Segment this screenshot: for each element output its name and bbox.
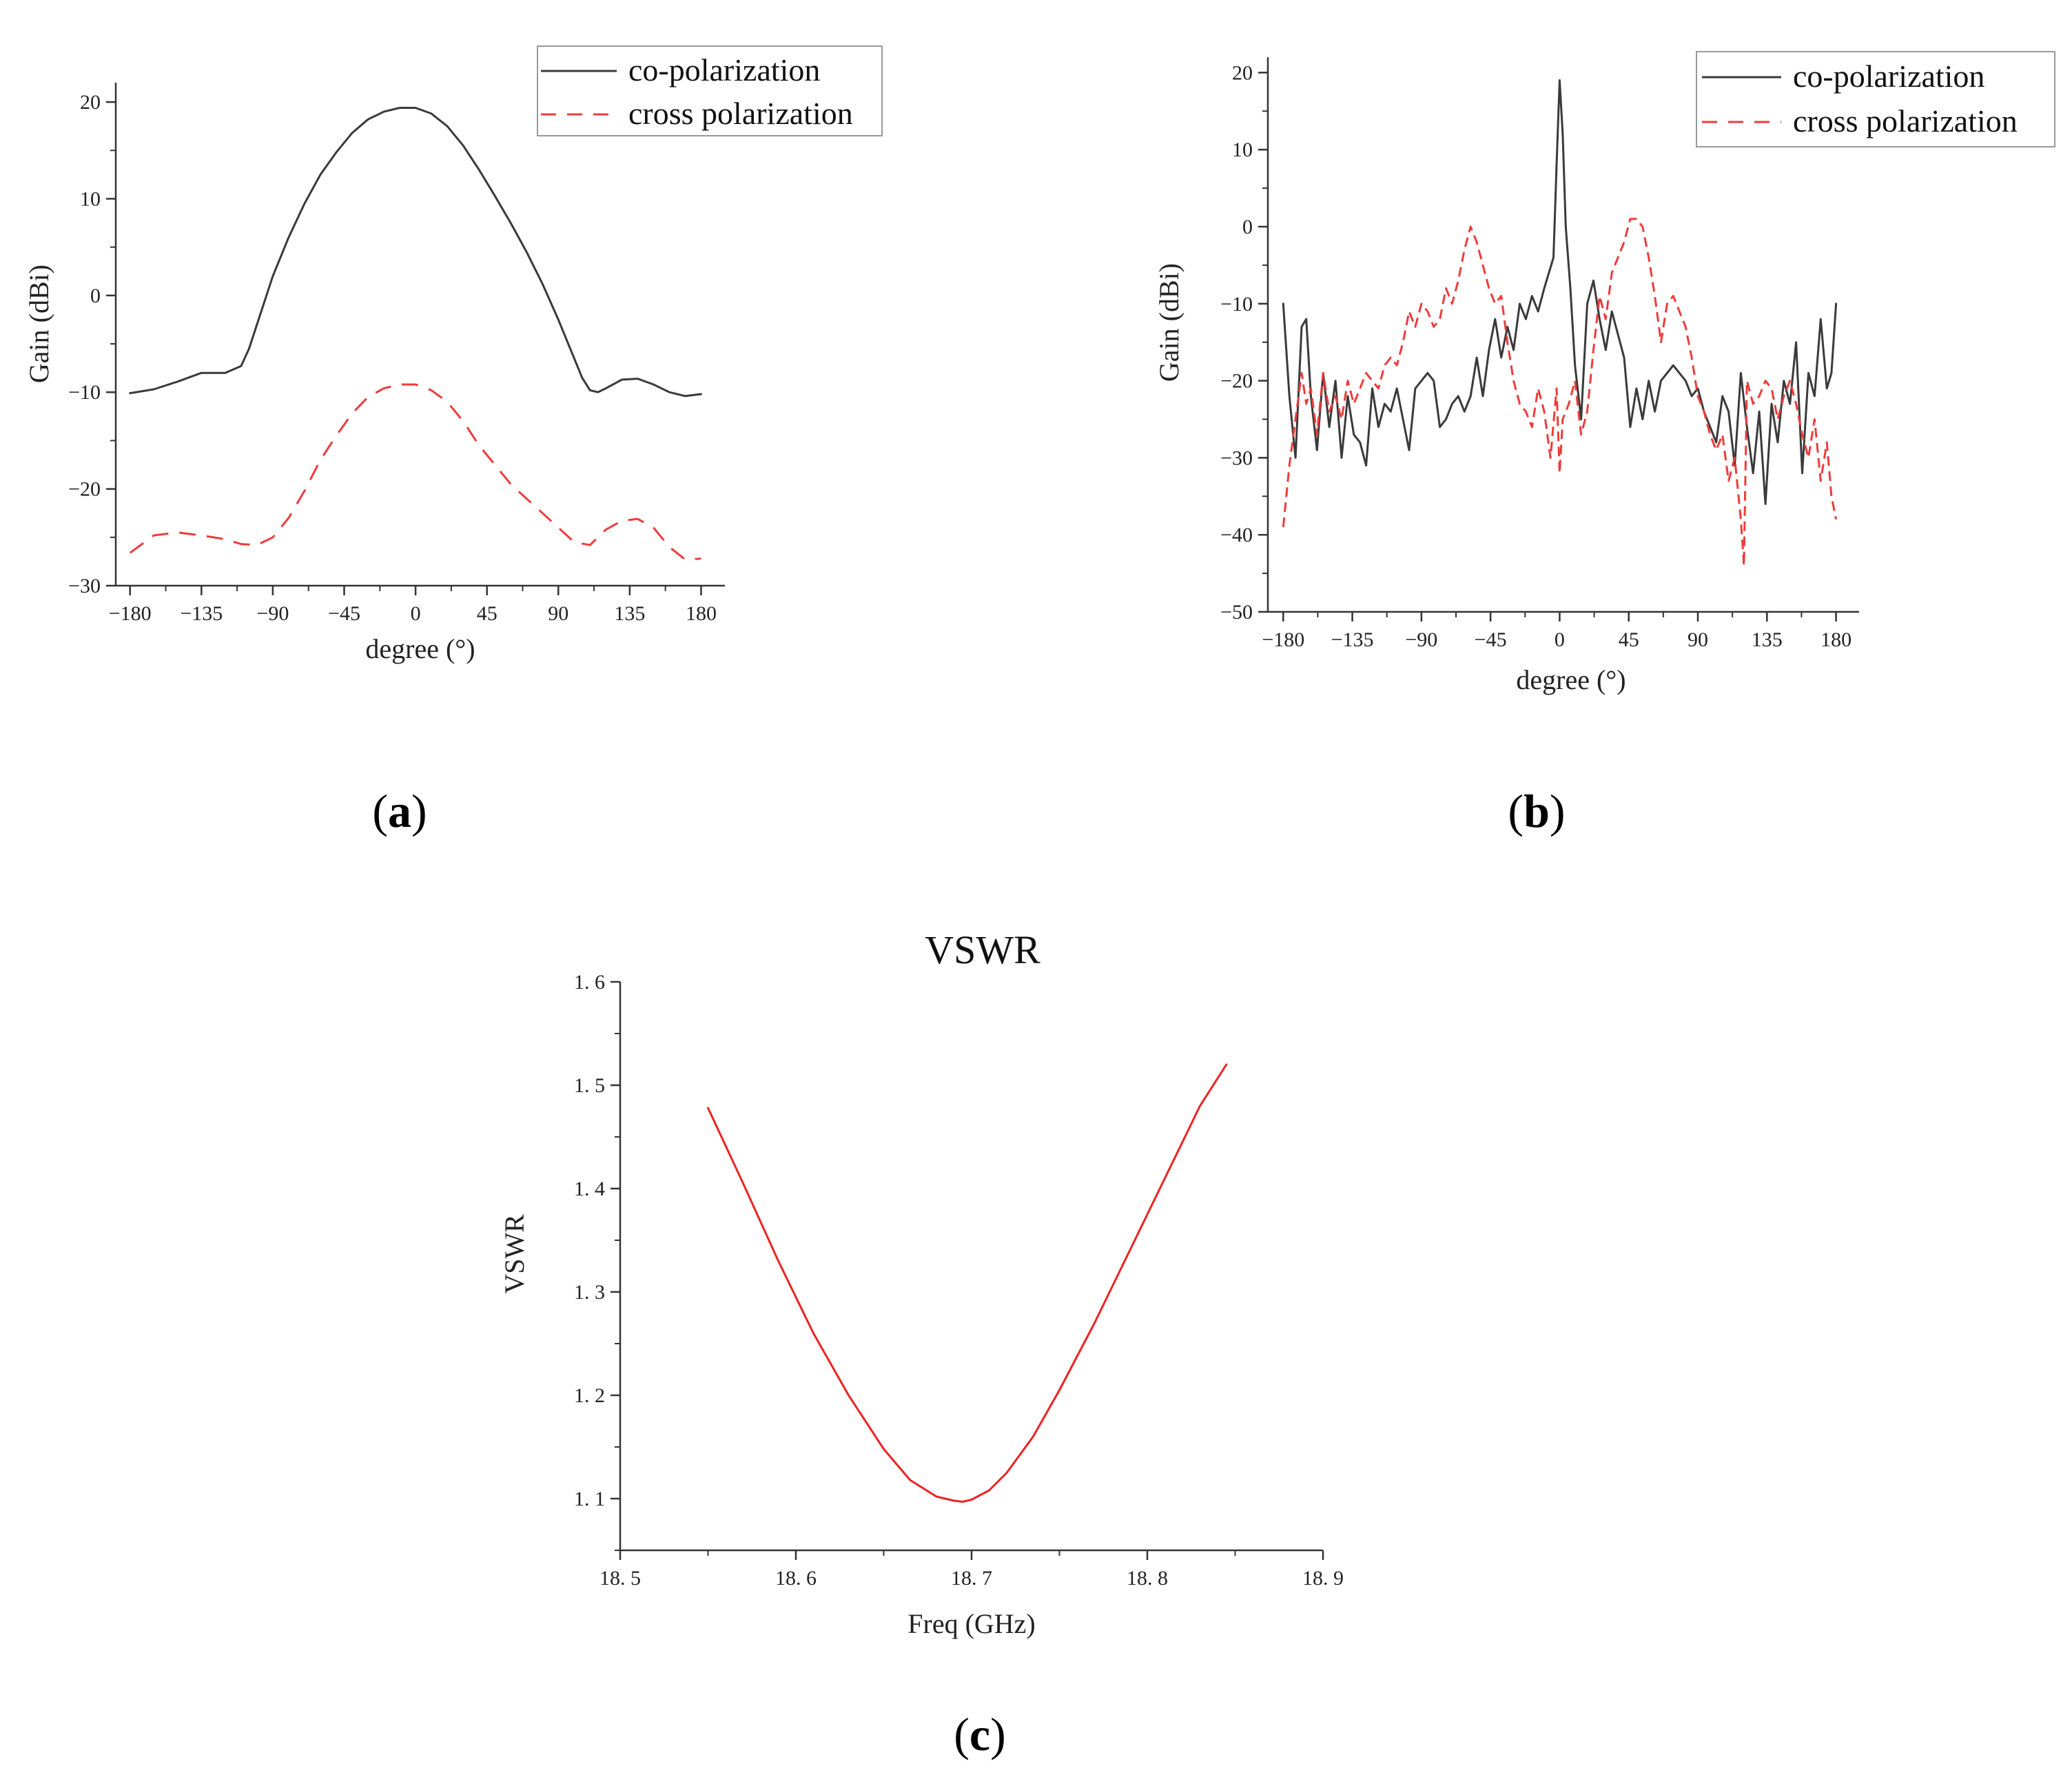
x-tick-label-a: −45 [328,602,360,625]
x-tick-label-b: −180 [1262,628,1304,651]
y-tick-label-c: 1. 2 [574,1384,605,1407]
y-tick-label-c: 1. 5 [574,1074,605,1097]
x-tick-label-b: 45 [1619,628,1639,651]
series-line-b-cross-polarization [1282,218,1838,567]
x-tick-label-a: −180 [109,602,152,625]
x-tick-label-b: −135 [1331,628,1374,651]
x-tick-label-b: −45 [1475,628,1507,651]
x-tick-label-b: 135 [1752,628,1783,651]
y-tick-label-a: 0 [90,285,101,307]
y-tick-label-b: −10 [1220,293,1253,316]
series-line-a-co-polarization [129,107,702,398]
y-tick-label-a: −10 [68,381,101,404]
y-tick-label-b: −30 [1220,446,1253,469]
legend-b-co-label: co-polarization [1793,59,1984,94]
plot-c: 18. 5 18. 6 18. 7 18. 8 18. 9 1. 1 1. 2 1. 3 1. … [574,971,1344,1590]
x-axis-label-a: degree (°) [365,633,475,664]
series-line-b-co-polarization [1282,79,1838,505]
legend-a: co-polarization cross polarization [537,45,883,136]
x-axis-label-c: Freq (GHz) [907,1608,1036,1639]
x-tick-label-a: 0 [411,602,421,625]
x-tick-label-c: 18. 9 [1302,1567,1344,1590]
y-tick-label-b: 10 [1232,138,1253,161]
legend-a-co-label: co-polarization [628,52,820,88]
x-tick-label-a: 45 [477,602,498,625]
panel-label-b: (b) [1508,785,1565,837]
y-tick-label-c: 1. 6 [574,971,605,994]
panel-label-b-letter: b [1524,785,1550,837]
x-tick-label-c: 18. 7 [951,1567,992,1590]
x-tick-label-a: 90 [548,602,568,625]
panel-label-c: (c) [954,1708,1006,1760]
x-tick-label-a: 180 [686,602,717,625]
y-tick-label-c: 1. 3 [574,1281,605,1304]
plot-a: −180 −135 −90 −45 0 45 90 135 180 −30 −20 −10 0 10 20 [68,83,725,625]
legend-a-cross-label: cross polarization [628,96,853,131]
y-axis-label-a: Gain (dBi) [23,265,54,383]
series-line-c-vswr [707,1063,1228,1503]
series-line-a-cross-polarization [129,383,701,561]
y-tick-label-b: −40 [1220,524,1253,546]
y-tick-label-b: −20 [1220,370,1253,393]
x-tick-label-b: 180 [1820,628,1852,651]
legend-b-box [1696,51,2055,147]
x-tick-label-a: 135 [614,602,645,625]
y-tick-label-a: 20 [80,91,101,114]
x-tick-label-b: −90 [1405,628,1437,651]
panel-label-a-letter: a [388,785,411,837]
x-tick-label-c: 18. 6 [775,1567,817,1590]
y-tick-label-b: −50 [1220,601,1253,624]
x-tick-label-c: 18. 5 [599,1567,641,1590]
x-tick-label-b: 0 [1555,628,1565,651]
y-tick-label-b: 20 [1232,61,1253,84]
panel-b: −180 −135 −90 −45 0 45 90 135 180 −50 −40 −30 −20 −10… [1153,51,2055,837]
y-axis-label-b: Gain (dBi) [1153,263,1184,382]
panel-c: VSWR 18. 5 18. 6 18. 7 18. 8 18. 9 1. 1 1. 2 1.… [499,927,1344,1760]
legend-b: co-polarization cross polarization [1696,51,2055,147]
panel-label-c-letter: c [970,1708,990,1760]
y-tick-label-c: 1. 4 [574,1178,605,1200]
y-axis-label-c: VSWR [499,1214,530,1294]
panel-a: −180 −135 −90 −45 0 45 90 135 180−30−20−1001020 … [23,45,883,837]
y-tick-label-b: 0 [1242,216,1253,238]
y-tick-label-a: 10 [80,187,101,210]
x-tick-label-a: −135 [180,602,223,625]
x-tick-label-a: −90 [256,602,289,625]
legend-a-box [537,45,883,136]
y-tick-label-a: −30 [68,575,101,597]
legend-b-cross-label: cross polarization [1793,103,2018,138]
x-axis-label-b: degree (°) [1516,664,1625,695]
chart-title-c: VSWR [925,927,1040,972]
x-tick-label-b: 90 [1688,628,1708,651]
plot-b: −180 −135 −90 −45 0 45 90 135 180 −50 −40 −30 −20 −10… [1220,57,1859,651]
y-tick-label-a: −20 [68,478,101,501]
x-tick-label-c: 18. 8 [1127,1567,1168,1590]
panel-label-a: (a) [372,785,427,837]
y-tick-label-c: 1. 1 [574,1488,605,1510]
